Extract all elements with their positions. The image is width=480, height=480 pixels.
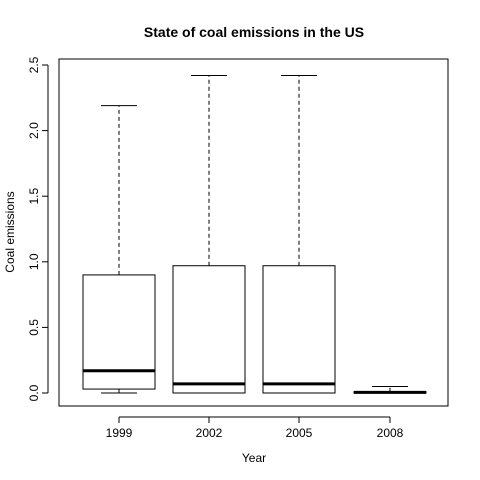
x-tick-label: 2005 — [286, 426, 313, 440]
chart-title: State of coal emissions in the US — [144, 24, 364, 40]
y-tick-label: 1.0 — [27, 253, 41, 270]
box-1999 — [82, 105, 156, 394]
x-tick-label: 2002 — [196, 426, 223, 440]
y-axis: 0.0 0.5 1.0 1.5 2.0 2.5 — [27, 56, 49, 401]
y-tick-label: 1.5 — [27, 188, 41, 205]
x-axis-label: Year — [242, 451, 266, 465]
box-2005 — [262, 74, 336, 394]
x-tick-label: 2008 — [377, 426, 404, 440]
x-axis: 1999 2002 2005 2008 — [106, 416, 404, 440]
box-2002 — [172, 74, 246, 394]
box-2008 — [353, 385, 427, 394]
boxes — [82, 74, 427, 394]
box-iqr — [172, 265, 246, 394]
y-tick-label: 0.0 — [27, 384, 41, 401]
y-tick-label: 0.5 — [27, 319, 41, 336]
x-tick-label: 1999 — [106, 426, 133, 440]
plot-frame — [58, 58, 449, 407]
y-axis-label: Coal emissions — [3, 191, 17, 272]
box-iqr — [262, 265, 336, 394]
y-tick-label: 2.0 — [27, 122, 41, 139]
y-tick-label: 2.5 — [27, 56, 41, 73]
